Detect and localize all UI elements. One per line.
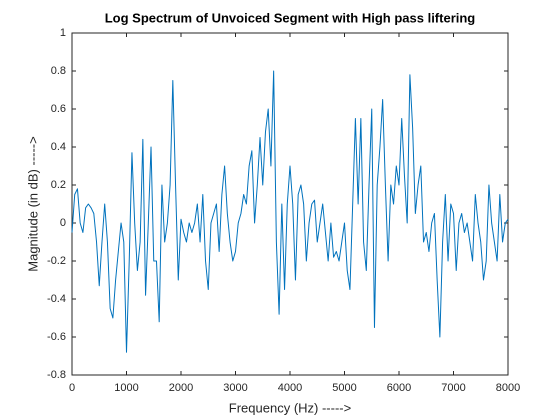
- data-line: [71, 70, 509, 353]
- y-tick-label: 1: [60, 27, 66, 39]
- x-tick-label: 6000: [387, 382, 411, 394]
- y-tick-label: 0.8: [51, 65, 66, 77]
- chart-title: Log Spectrum of Unvoiced Segment with Hi…: [105, 10, 476, 25]
- y-axis-label: Magnitude (in dB) ----->: [25, 136, 40, 271]
- y-tick-label: 0: [60, 217, 66, 229]
- x-tick-label: 7000: [441, 382, 465, 394]
- x-tick-label: 5000: [332, 382, 356, 394]
- y-tick-label: -0.2: [47, 255, 66, 267]
- y-tick-label: -0.6: [47, 331, 66, 343]
- x-axis-label: Frequency (Hz) ----->: [229, 400, 351, 415]
- x-tick-label: 3000: [223, 382, 247, 394]
- x-tick-label: 1000: [114, 382, 138, 394]
- y-tick-label: 0.4: [51, 141, 66, 153]
- y-tick-label: -0.8: [47, 369, 66, 381]
- y-tick-label: 0.6: [51, 103, 66, 115]
- y-tick-label: 0.2: [51, 179, 66, 191]
- y-tick-label: -0.4: [47, 293, 66, 305]
- x-tick-label: 0: [69, 382, 75, 394]
- x-tick-label: 2000: [169, 382, 193, 394]
- x-tick-label: 8000: [496, 382, 520, 394]
- x-tick-label: 4000: [278, 382, 302, 394]
